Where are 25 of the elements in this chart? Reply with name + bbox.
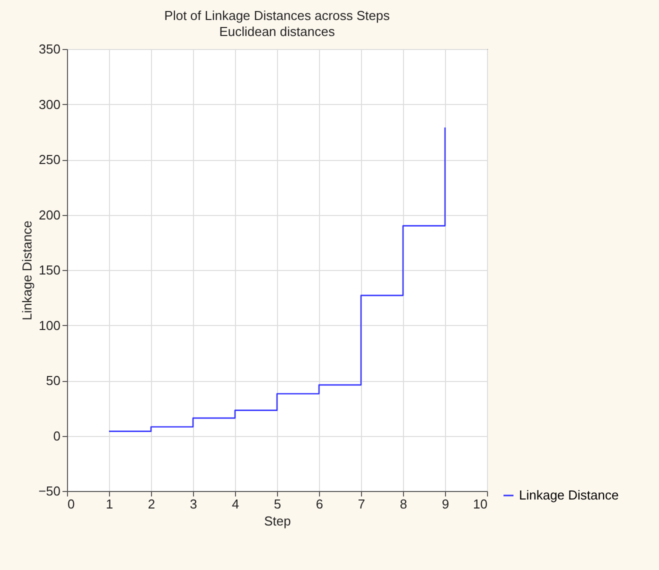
chart-subtitle: Euclidean distances [219,24,336,39]
x-tick-label: 2 [148,496,156,512]
y-tick-label: 200 [38,207,60,222]
x-tick-label: 4 [232,496,240,512]
x-tick-label: 10 [473,496,488,512]
x-axis-title: Step [264,514,291,528]
x-tick-label: 6 [316,496,324,512]
y-tick-label: 100 [38,318,60,333]
chart-title: Plot of Linkage Distances across Steps [164,8,390,23]
x-tick-label: 3 [190,496,198,512]
x-tick-label: 8 [400,496,408,512]
legend-label: Linkage Distance [519,488,619,502]
x-tick-label: 1 [106,496,114,512]
y-tick-label: −50 [38,484,60,498]
x-tick-label: 9 [442,496,450,512]
y-tick-label: 350 [38,42,60,56]
y-axis-title: Linkage Distance [19,220,34,320]
x-tick-label: 0 [68,496,75,512]
y-tick-label: 0 [53,428,60,444]
y-tick-label: 250 [38,152,60,167]
y-tick-label: 150 [38,262,60,278]
y-tick-label: 50 [46,373,60,388]
x-tick-label: 5 [274,496,282,512]
x-tick-label: 7 [358,496,366,512]
y-tick-label: 300 [38,96,60,112]
